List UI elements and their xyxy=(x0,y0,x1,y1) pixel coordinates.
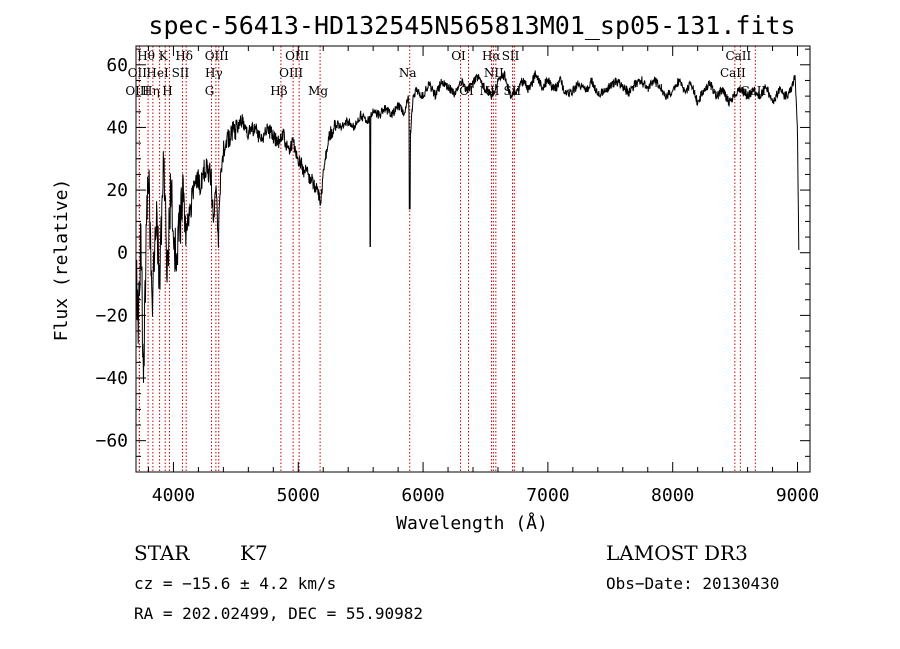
spectral-line-label: Hα xyxy=(482,49,501,63)
spectral-line-label: CaII xyxy=(720,66,746,80)
spectral-line-label: Na xyxy=(399,66,417,80)
x-axis-ticks: 4000 5000 6000 7000 8000 9000 xyxy=(147,46,819,506)
x-tick-label: 9000 xyxy=(776,485,819,506)
spectral-line-label: CaII xyxy=(725,49,751,63)
y-tick-label: 60 xyxy=(106,55,128,76)
y-tick-label: 40 xyxy=(106,117,128,138)
spectral-line-label: OIII xyxy=(125,84,149,98)
spectral-line-label: K xyxy=(159,49,169,63)
y-tick-label: −40 xyxy=(95,368,128,389)
spectral-line-label: Hγ xyxy=(205,66,223,80)
spectral-line-label: OII xyxy=(128,66,148,80)
spectral-line-label: Hβ xyxy=(270,84,287,98)
spectrum-series-line xyxy=(135,70,800,383)
spectral-line-label: OIII xyxy=(285,49,309,63)
x-tick-label: 8000 xyxy=(651,485,694,506)
y-tick-label: −20 xyxy=(95,305,128,326)
y-tick-label: 0 xyxy=(117,243,128,264)
spectral-line-label: G xyxy=(205,84,215,98)
spectral-line-label: Hδ xyxy=(175,49,193,63)
y-axis-label: Flux (relative) xyxy=(51,179,72,342)
spectral-line-label: Mg xyxy=(308,84,328,98)
x-tick-label: 6000 xyxy=(401,485,444,506)
spectral-line-label: OIII xyxy=(205,49,229,63)
spectral-line-label: H xyxy=(162,84,172,98)
coordinates: RA = 202.02499, DEC = 55.90982 xyxy=(134,604,423,623)
spectral-line-label: OI xyxy=(459,84,474,98)
spectral-line-label: Hθ xyxy=(137,49,155,63)
observation-date: Obs−Date: 20130430 xyxy=(606,574,779,593)
plot-frame xyxy=(135,45,811,473)
y-axis-ticks: −60 −40 −20 0 20 40 60 xyxy=(95,48,810,473)
x-tick-label: 7000 xyxy=(526,485,569,506)
y-tick-label: −60 xyxy=(95,431,128,452)
spectral-line-label: SII xyxy=(502,49,520,63)
x-tick-label: 5000 xyxy=(277,485,320,506)
spectral-line-label: SII xyxy=(503,84,521,98)
spectral-line-label: HeI xyxy=(146,66,169,80)
x-tick-label: 4000 xyxy=(152,485,195,506)
survey-name: LAMOST DR3 xyxy=(606,541,748,565)
x-axis-label: Wavelength (Å) xyxy=(396,512,548,534)
spectral-line-label: CaII xyxy=(740,84,766,98)
spectral-line-label: SII xyxy=(172,66,190,80)
chart-title: spec-56413-HD132545N565813M01_sp05-131.f… xyxy=(148,11,795,40)
spectral-line-label: OIII xyxy=(279,66,303,80)
spectral-line-label: Hη xyxy=(142,84,160,98)
redshift-velocity: cz = −15.6 ± 4.2 km/s xyxy=(134,574,336,593)
object-subclass: K7 xyxy=(240,541,268,565)
spectral-line-label: NII xyxy=(479,84,499,98)
object-class: STAR xyxy=(134,541,190,565)
spectral-lines xyxy=(138,46,756,472)
spectral-line-label: OI xyxy=(451,49,466,63)
spectral-line-label: NII xyxy=(484,66,504,80)
y-tick-label: 20 xyxy=(106,180,128,201)
